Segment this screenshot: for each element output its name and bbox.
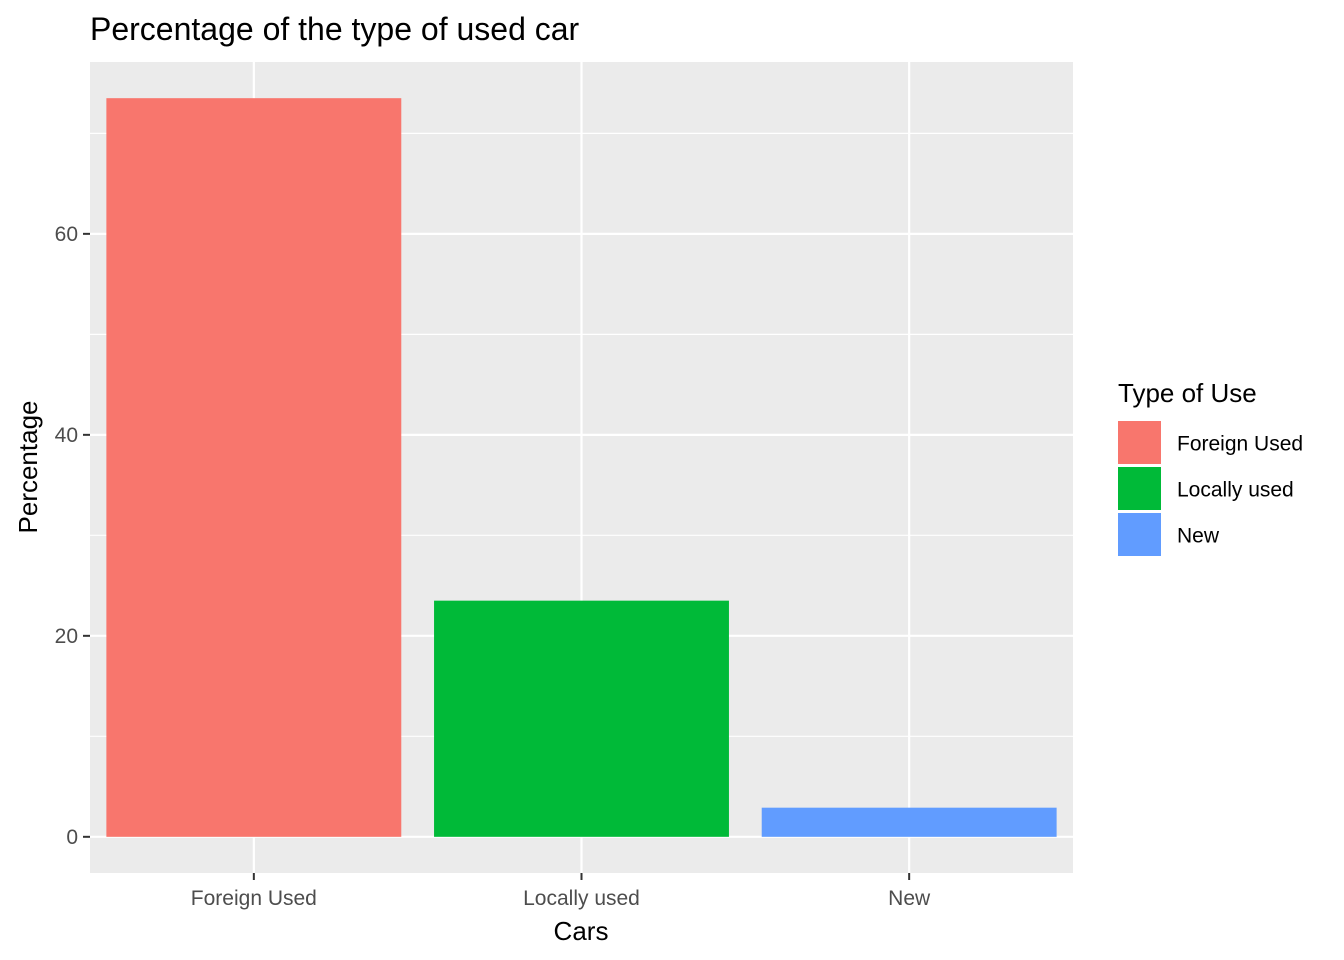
x-tick-label: Locally used — [523, 887, 640, 910]
legend-label: New — [1177, 525, 1220, 548]
y-tick-label: 20 — [55, 625, 78, 648]
y-axis-title: Percentage — [13, 401, 43, 534]
legend-label: Foreign Used — [1177, 433, 1303, 456]
x-axis: Foreign Used Locally used New — [191, 873, 931, 910]
y-tick-label: 0 — [66, 826, 78, 849]
x-tick-label: Foreign Used — [191, 887, 317, 910]
legend-key — [1118, 513, 1161, 556]
legend-key — [1118, 467, 1161, 510]
legend-title: Type of Use — [1118, 378, 1257, 408]
y-tick-label: 40 — [55, 424, 78, 447]
x-tick-label: New — [888, 887, 931, 910]
bar-locally-used — [434, 600, 729, 837]
x-axis-title: Cars — [554, 916, 609, 946]
y-tick-label: 60 — [55, 223, 78, 246]
legend-label: Locally used — [1177, 479, 1294, 502]
bar-new — [761, 807, 1057, 837]
y-axis: 0 20 40 60 — [55, 223, 90, 849]
bar-foreign-used — [106, 98, 402, 837]
chart-title: Percentage of the type of used car — [90, 11, 580, 47]
bars — [106, 98, 1057, 837]
legend-key — [1118, 421, 1161, 464]
legend: Type of Use Foreign Used Locally used New — [1118, 378, 1303, 556]
